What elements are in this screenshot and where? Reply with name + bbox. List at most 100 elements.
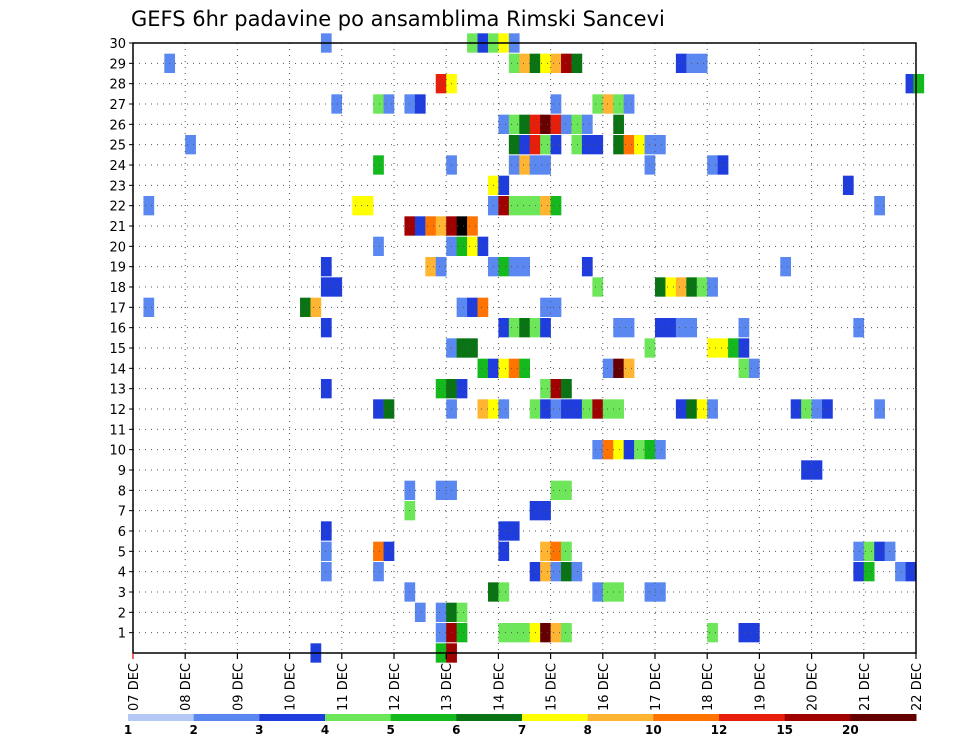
precip-cell (874, 399, 885, 419)
colorbar-label: 1 (124, 723, 132, 737)
colorbar-label: 20 (842, 723, 859, 737)
precip-cell (540, 623, 551, 643)
x-tick-label: 15 DEC (545, 663, 560, 711)
x-tick-label: 20 DEC (806, 663, 821, 711)
precip-cell (571, 562, 583, 582)
precip-cell (310, 297, 322, 317)
precip-cell (655, 135, 666, 155)
precip-cell (331, 94, 343, 114)
y-tick-label: 8 (118, 484, 126, 499)
precip-cell (874, 196, 885, 216)
x-tick-label: 09 DEC (231, 663, 246, 711)
precip-cell (383, 94, 395, 114)
precip-cell (414, 602, 426, 622)
precip-cell (634, 440, 645, 460)
precip-cell (874, 541, 885, 561)
precip-cell (561, 53, 572, 73)
precip-cell (435, 480, 447, 500)
colorbar-swatch (193, 714, 260, 721)
precip-cell (913, 74, 925, 94)
x-tick-label: 14 DEC (492, 663, 507, 711)
y-tick-label: 17 (109, 301, 126, 316)
precip-cell (540, 379, 551, 399)
y-tick-label: 28 (109, 78, 126, 93)
precip-cell (884, 541, 896, 561)
precip-cell (571, 53, 583, 73)
precip-cell (905, 562, 917, 582)
precip-cell (456, 379, 468, 399)
precip-cell (623, 358, 635, 378)
precip-cell (655, 440, 666, 460)
precip-cell (602, 399, 614, 419)
precip-cell (561, 379, 572, 399)
precip-cell (675, 318, 687, 338)
precip-cell (613, 114, 624, 134)
precip-cell (801, 399, 812, 419)
colorbar-label: 7 (518, 723, 526, 737)
precip-cell (540, 114, 551, 134)
precip-cell (456, 297, 468, 317)
x-tick-label: 08 DEC (179, 663, 194, 711)
precip-cell (613, 318, 624, 338)
precip-cell (498, 358, 510, 378)
precip-cell (320, 562, 332, 582)
precip-cell (853, 541, 865, 561)
precip-cell (373, 155, 384, 175)
precip-cell (811, 399, 823, 419)
precip-cell (320, 379, 332, 399)
precip-cell (540, 53, 551, 73)
precip-cell (373, 399, 384, 419)
precip-cell (717, 155, 729, 175)
precip-cell (581, 399, 593, 419)
precip-cell (414, 94, 426, 114)
precip-cell (905, 74, 917, 94)
precip-cell (550, 53, 562, 73)
colorbar-swatch (719, 714, 786, 721)
precip-cell (581, 135, 593, 155)
precip-cell (467, 236, 478, 256)
precip-cell (425, 257, 437, 277)
precip-cell (613, 399, 624, 419)
colorbar-swatch (653, 714, 720, 721)
precip-cell (895, 562, 906, 582)
precip-cell (477, 297, 489, 317)
precip-cell (550, 623, 562, 643)
y-tick-label: 25 (109, 139, 126, 154)
precip-cell (508, 53, 520, 73)
precip-cell (540, 297, 551, 317)
precip-cell (550, 562, 562, 582)
precip-cell (550, 379, 562, 399)
precip-cell (498, 114, 510, 134)
precip-cell (519, 114, 531, 134)
colorbar-label: 5 (386, 723, 394, 737)
precip-cell (550, 94, 562, 114)
y-tick-label: 1 (118, 627, 126, 642)
precip-cell (613, 135, 624, 155)
precip-cell (519, 53, 531, 73)
precip-cell (623, 318, 635, 338)
precip-cell (581, 257, 593, 277)
precip-cell (707, 338, 718, 358)
colorbar-swatch (128, 714, 195, 721)
y-tick-label: 19 (109, 261, 126, 276)
precip-cell (519, 257, 531, 277)
precip-cell (435, 623, 447, 643)
precip-cell (352, 196, 363, 216)
precip-cell (519, 135, 531, 155)
precip-cell (863, 562, 875, 582)
precip-cell (623, 440, 635, 460)
precip-cell (435, 257, 447, 277)
precip-cell (592, 399, 604, 419)
precip-cell (561, 623, 572, 643)
precip-cell (696, 277, 708, 297)
precip-cell (696, 53, 708, 73)
precip-cell (561, 562, 572, 582)
precip-cell (602, 582, 614, 602)
precip-cell (456, 236, 468, 256)
precip-cell (498, 521, 510, 541)
precip-cell (435, 74, 447, 94)
precip-cell (634, 135, 645, 155)
precip-cell (540, 318, 551, 338)
precip-cell (738, 358, 750, 378)
precip-cell (561, 114, 572, 134)
